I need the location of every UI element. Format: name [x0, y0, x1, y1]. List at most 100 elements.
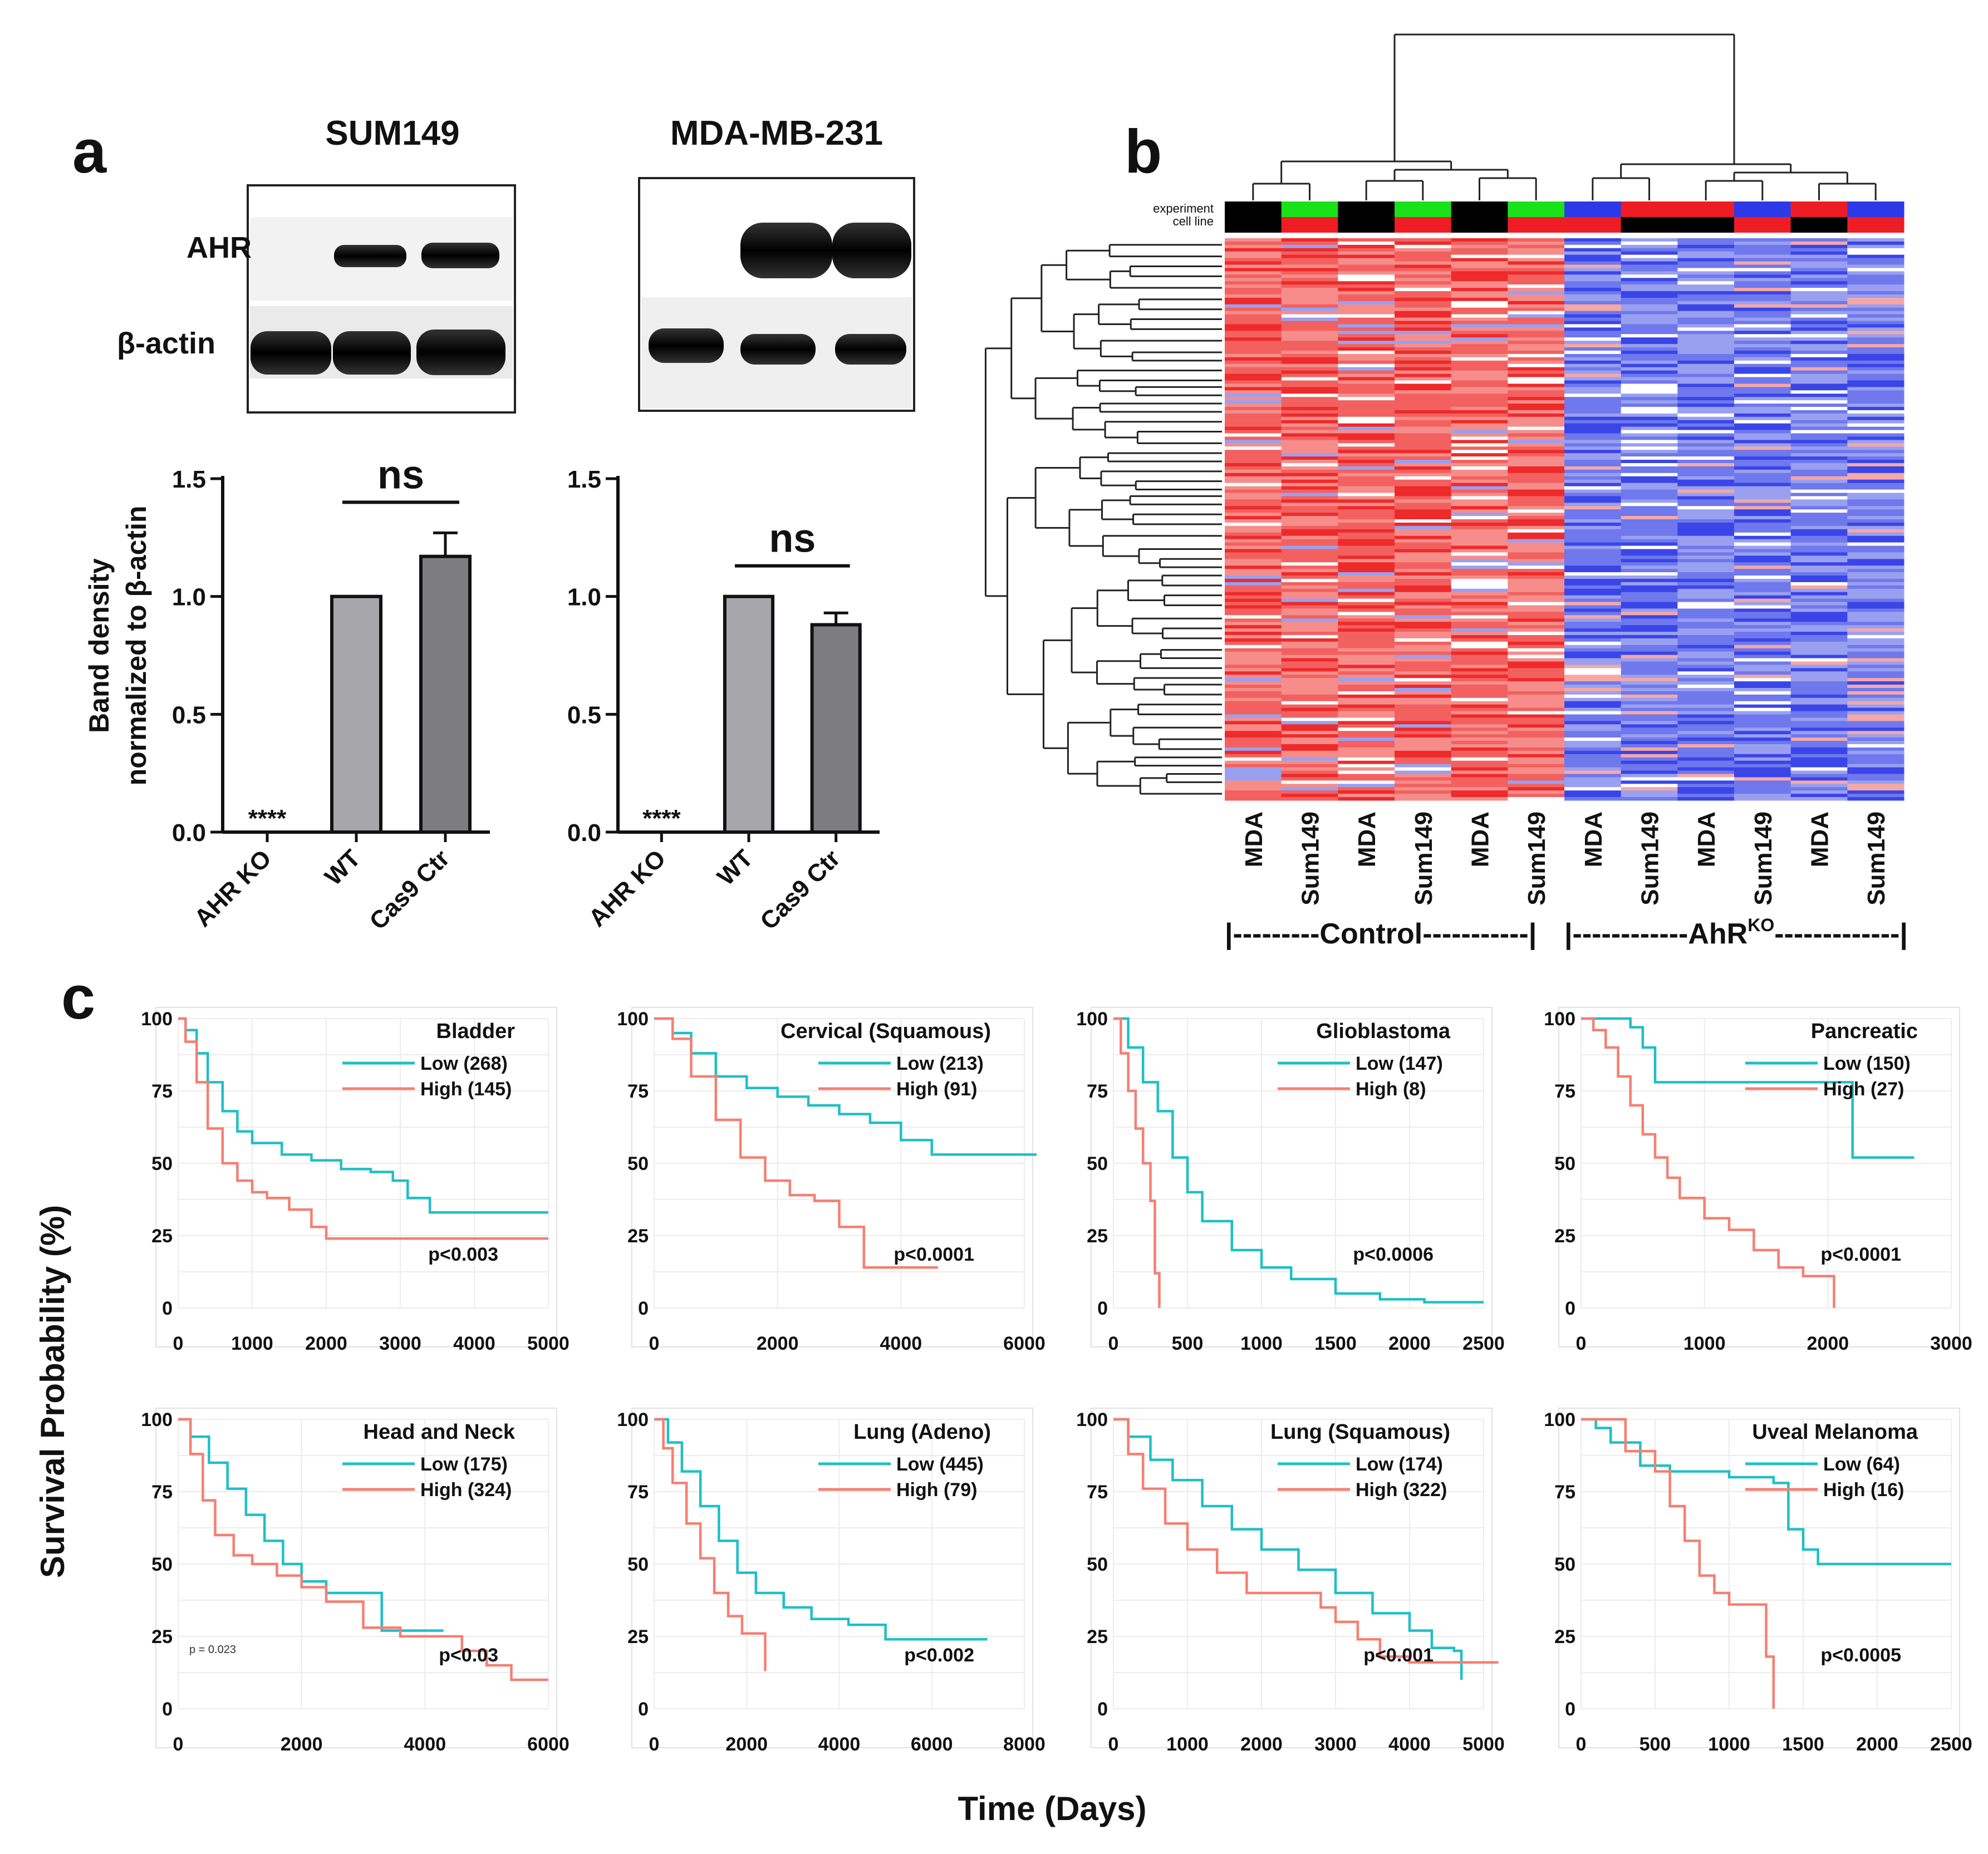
heat-cell	[1281, 274, 1338, 278]
heat-cell	[1281, 387, 1338, 391]
heat-cell	[1395, 576, 1452, 579]
heat-cell	[1225, 727, 1282, 731]
heat-cell	[1847, 404, 1904, 407]
heat-cell	[1847, 559, 1904, 563]
heat-cell	[1847, 675, 1904, 678]
survival-curve	[1581, 1418, 1951, 1566]
heat-cell	[1281, 737, 1338, 741]
heat-cell	[1677, 367, 1735, 371]
y-tick-label: 0.0	[172, 819, 206, 847]
heat-cell	[1508, 645, 1565, 649]
heat-cell	[1395, 383, 1452, 387]
heat-cell	[1225, 284, 1282, 288]
heat-cell	[1734, 767, 1791, 771]
heat-cell	[1790, 688, 1848, 692]
heat-cell	[1451, 294, 1508, 298]
heat-cell	[1564, 430, 1622, 434]
heat-cell	[1281, 688, 1338, 692]
heat-cell	[1338, 704, 1395, 709]
heat-cell	[1847, 324, 1904, 328]
heat-cell	[1677, 552, 1735, 556]
heat-cell	[1508, 513, 1565, 517]
heat-cell	[1564, 602, 1622, 606]
heat-cell	[1621, 734, 1678, 738]
heat-cell	[1790, 370, 1848, 375]
heat-cell	[1225, 416, 1282, 421]
heat-cell	[1847, 513, 1904, 517]
heat-cell	[1281, 404, 1338, 407]
heat-cell	[1338, 436, 1395, 440]
p-value: p<0.002	[904, 1645, 974, 1666]
heat-cell	[1281, 383, 1338, 387]
heat-cell	[1281, 493, 1338, 496]
heat-cell	[1847, 387, 1904, 391]
heat-cell	[1338, 380, 1395, 384]
heat-cell	[1225, 714, 1282, 718]
heat-cell	[1790, 794, 1848, 798]
heat-cell	[1564, 244, 1622, 249]
heat-cell	[1621, 661, 1678, 665]
heat-cell	[1281, 628, 1338, 632]
heat-cell	[1508, 559, 1565, 563]
heat-cell	[1847, 744, 1904, 748]
heat-cell	[1790, 701, 1848, 705]
heat-cell	[1508, 595, 1565, 599]
bar-ylabel-line2: normalized to β-actin	[121, 506, 152, 786]
heat-cell	[1508, 525, 1565, 530]
heat-cell	[1734, 734, 1791, 738]
heat-cell	[1790, 244, 1848, 249]
heat-cell	[1508, 552, 1565, 556]
heat-cell	[1734, 605, 1791, 609]
heat-cell	[1734, 529, 1791, 533]
heat-cell	[1847, 416, 1904, 421]
heatmap-cells	[1225, 238, 1904, 801]
legend-label: Low (64)	[1823, 1454, 1900, 1475]
heat-cell	[1564, 334, 1622, 338]
heat-cell	[1790, 770, 1848, 774]
heat-cell	[1338, 770, 1395, 774]
heat-cell	[1847, 750, 1904, 755]
heat-cell	[1338, 727, 1395, 731]
heat-cell	[1508, 734, 1565, 738]
heat-cell	[1225, 595, 1282, 599]
heat-cell	[1395, 483, 1452, 487]
heat-cell	[1338, 506, 1395, 510]
experiment-bar	[1564, 201, 1622, 217]
heat-cell	[1564, 493, 1622, 496]
survival-curve	[178, 1418, 444, 1632]
heat-cell	[1508, 509, 1565, 513]
heat-cell	[1847, 688, 1904, 692]
heat-cell	[1225, 678, 1282, 682]
heat-cell	[1847, 297, 1904, 302]
heat-cell	[1281, 569, 1338, 573]
heat-cell	[1451, 615, 1508, 619]
heat-cell	[1734, 744, 1791, 748]
heat-cell	[1451, 784, 1508, 788]
heat-cell	[1734, 559, 1791, 563]
band-actin-mda-cas9	[835, 334, 906, 365]
heat-cell	[1451, 463, 1508, 467]
heat-cell	[1677, 635, 1735, 639]
heat-cell	[1790, 423, 1848, 427]
heat-cell	[1508, 483, 1565, 487]
heat-cell	[1790, 278, 1848, 282]
heat-cell	[1451, 665, 1508, 668]
heat-cell	[1508, 278, 1565, 282]
heat-cell	[1677, 734, 1735, 738]
heat-cell	[1281, 582, 1338, 586]
heat-cell	[1621, 443, 1678, 447]
heat-cell	[1847, 595, 1904, 599]
heat-cell	[1790, 562, 1848, 566]
x-tick-label: 3000	[1930, 1333, 1972, 1354]
heat-cell	[1734, 780, 1791, 784]
y-tick-label: 25	[1087, 1626, 1108, 1648]
heat-cell	[1508, 569, 1565, 573]
heat-cell	[1621, 655, 1678, 659]
heat-cell	[1621, 241, 1678, 245]
heat-cell	[1564, 750, 1622, 755]
survival-curve	[178, 1017, 548, 1214]
heat-cell	[1395, 655, 1452, 659]
heat-cell	[1677, 770, 1735, 774]
legend-label: High (145)	[420, 1079, 512, 1100]
heat-cell	[1225, 529, 1282, 533]
